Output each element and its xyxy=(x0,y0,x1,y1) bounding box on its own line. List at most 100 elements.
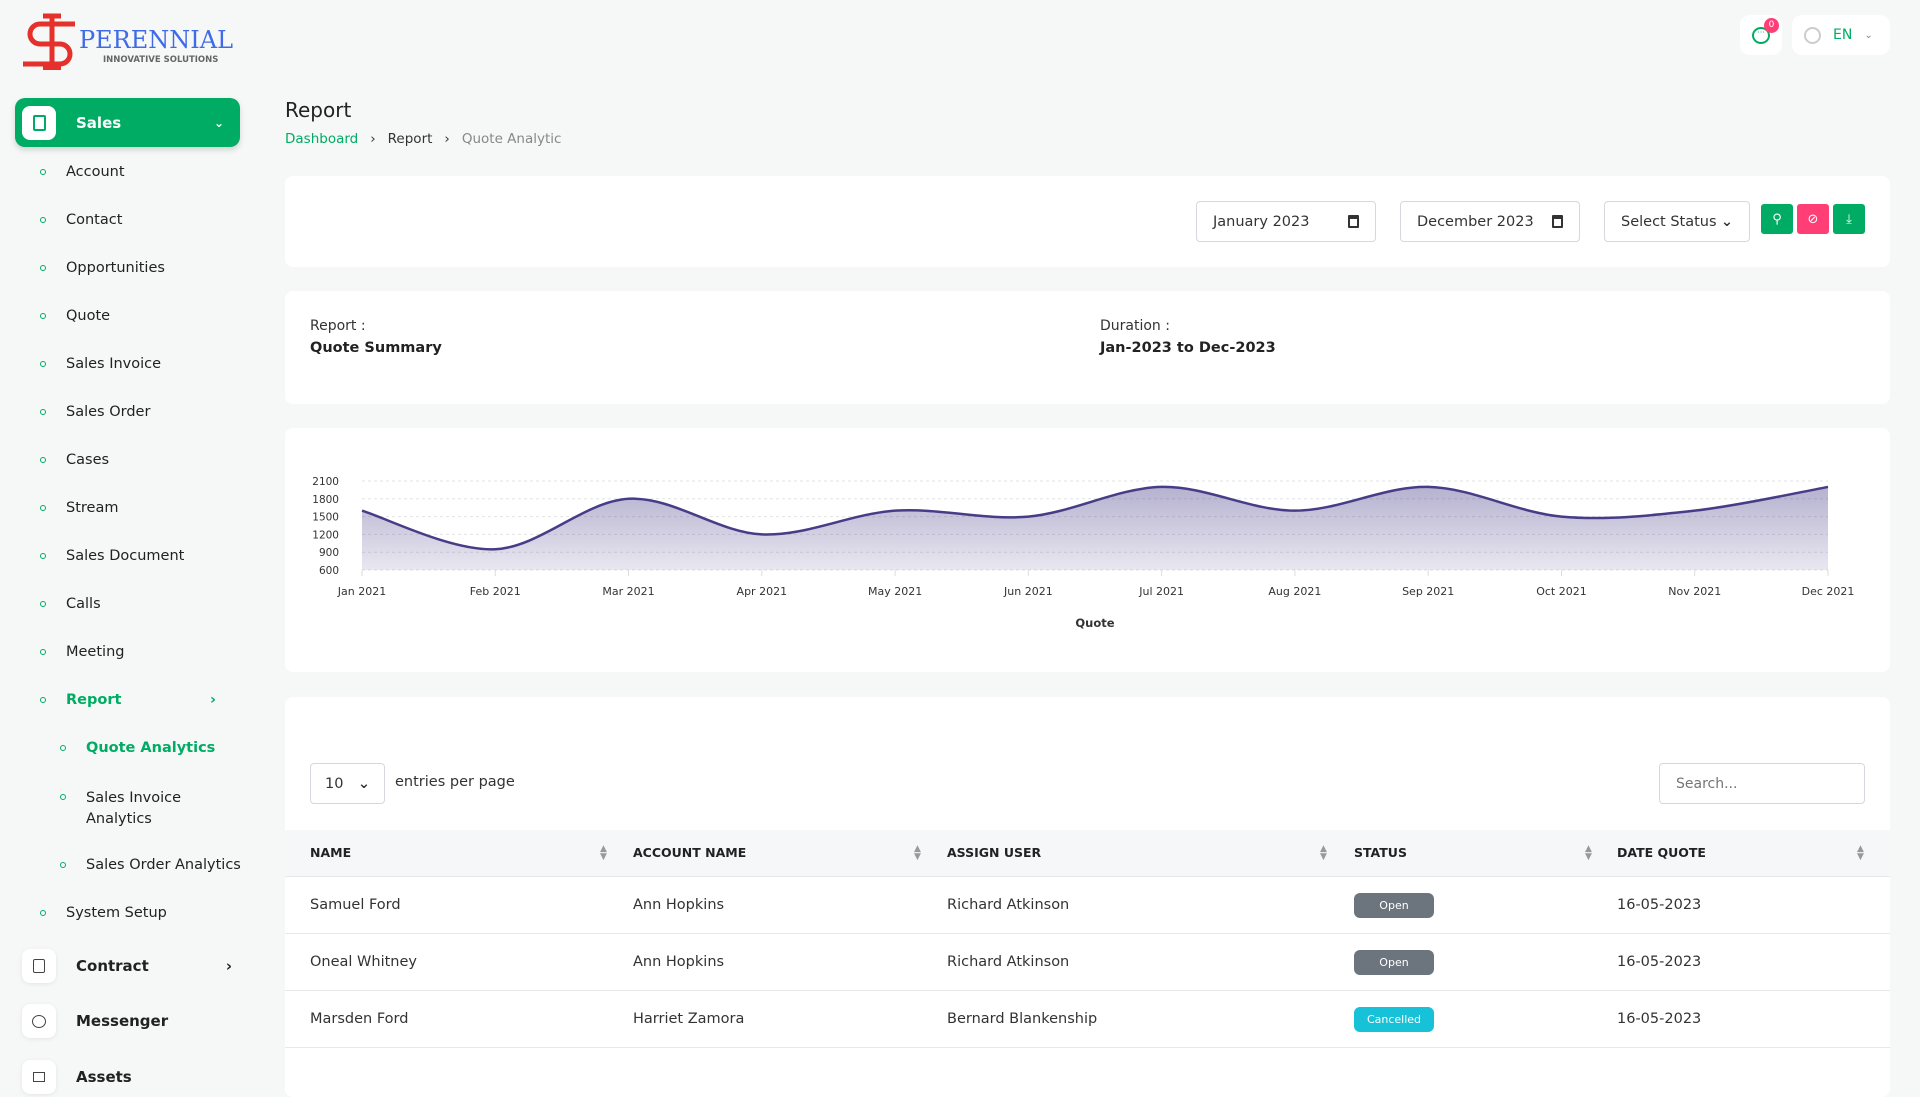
status-badge: Open xyxy=(1354,950,1434,975)
column-header[interactable]: STATUS xyxy=(1354,845,1407,860)
item-label: Cases xyxy=(66,452,110,468)
item-label: Report xyxy=(66,692,122,708)
sidebar-item-contact[interactable]: Contact xyxy=(40,212,122,228)
x-tick-label: Nov 2021 xyxy=(1668,585,1721,598)
item-label: Sales Order xyxy=(66,404,151,420)
sort-icon[interactable]: ▲ ▼ xyxy=(1585,844,1592,862)
item-label: Calls xyxy=(66,596,101,612)
bullet-icon xyxy=(40,457,46,463)
x-tick-label: Dec 2021 xyxy=(1802,585,1855,598)
globe-icon xyxy=(1804,26,1821,44)
x-tick-label: Jul 2021 xyxy=(1138,585,1184,598)
sidebar-group-contract[interactable]: Contract › xyxy=(20,946,240,986)
entries-label: entries per page xyxy=(395,774,515,790)
sidebar-group-sales[interactable]: Sales ⌄ xyxy=(15,98,240,147)
sort-icon[interactable]: ▲ ▼ xyxy=(600,844,607,862)
bullet-icon xyxy=(40,505,46,511)
column-header[interactable]: ACCOUNT NAME xyxy=(633,845,747,860)
chevron-right-icon: › xyxy=(444,131,450,147)
bullet-icon xyxy=(40,265,46,271)
bullet-icon xyxy=(40,361,46,367)
item-label: Sales Invoice xyxy=(66,356,162,372)
calendar-icon[interactable] xyxy=(1348,215,1359,228)
chevron-right-icon: › xyxy=(370,131,376,147)
table-row[interactable]: Oneal Whitney Ann Hopkins Richard Atkins… xyxy=(285,934,1890,991)
sidebar-group-assets[interactable]: Assets xyxy=(20,1057,240,1097)
sidebar-item-calls[interactable]: Calls xyxy=(40,596,101,612)
language-selector[interactable]: EN ⌄ xyxy=(1792,15,1890,55)
item-label: Account xyxy=(66,164,125,180)
sidebar-item-sales-invoice-analytics[interactable]: Sales Invoice Analytics xyxy=(60,788,196,830)
sidebar-item-cases[interactable]: Cases xyxy=(40,452,109,468)
sidebar-item-account[interactable]: Account xyxy=(40,164,125,180)
chevron-down-icon: ⌄ xyxy=(213,115,224,130)
column-header[interactable]: NAME xyxy=(310,845,352,860)
bullet-icon xyxy=(40,169,46,175)
bullet-icon xyxy=(40,553,46,559)
y-tick-label: 2100 xyxy=(312,476,339,488)
notification-badge: 0 xyxy=(1764,18,1779,33)
item-label: Contact xyxy=(66,212,123,228)
x-tick-label: Oct 2021 xyxy=(1536,585,1587,598)
sidebar-group-label: Sales xyxy=(76,113,122,132)
summary-card: Report : Quote Summary Duration : Jan-2023… xyxy=(285,291,1890,404)
contract-icon xyxy=(22,949,56,983)
sort-icon[interactable]: ▲ ▼ xyxy=(1857,844,1864,862)
breadcrumb-report[interactable]: Report xyxy=(387,131,433,147)
sidebar-item-report[interactable]: Report › xyxy=(40,692,216,708)
cell-account: Ann Hopkins xyxy=(633,897,725,913)
sidebar-item-sales-order-analytics[interactable]: Sales Order Analytics xyxy=(60,857,241,873)
cell-date: 16-05-2023 xyxy=(1617,1011,1702,1027)
x-tick-label: Jun 2021 xyxy=(1003,585,1053,598)
company-logo[interactable]: PERENNIAL INNOVATIVE SOLUTIONS xyxy=(15,12,235,71)
from-month-input[interactable]: January 2023 xyxy=(1196,201,1376,242)
sidebar-item-sales-order[interactable]: Sales Order xyxy=(40,404,150,420)
to-month-input[interactable]: December 2023 xyxy=(1400,201,1580,242)
sort-icon[interactable]: ▲ ▼ xyxy=(914,844,921,862)
chart-card: 600 900 1200 1500 1800 2100 Jan 2021 Feb 2021 Ma… xyxy=(285,428,1890,672)
sidebar-item-quote[interactable]: Quote xyxy=(40,308,110,324)
cell-user: Richard Atkinson xyxy=(947,897,1070,913)
messages-button[interactable]: ··· 0 xyxy=(1740,15,1782,55)
sort-icon[interactable]: ▲ ▼ xyxy=(1320,844,1327,862)
duration-label: Duration : xyxy=(1100,318,1170,334)
y-tick-label: 600 xyxy=(319,565,339,577)
sidebar-item-meeting[interactable]: Meeting xyxy=(40,644,124,660)
bullet-icon xyxy=(40,697,46,703)
item-label: Quote xyxy=(66,308,111,324)
sidebar-item-quote-analytics[interactable]: Quote Analytics xyxy=(60,740,215,756)
document-icon xyxy=(22,105,56,140)
clear-button[interactable]: ⊘ xyxy=(1797,204,1829,234)
download-button[interactable]: ⤓ xyxy=(1833,204,1865,234)
input-value: January 2023 xyxy=(1213,213,1310,230)
status-select[interactable]: Select Status ⌄ xyxy=(1604,201,1750,242)
bullet-icon xyxy=(60,794,66,800)
sidebar-item-sales-document[interactable]: Sales Document xyxy=(40,548,184,564)
group-label: Assets xyxy=(76,1068,132,1086)
calendar-icon[interactable] xyxy=(1552,215,1563,228)
language-label: EN xyxy=(1833,27,1853,43)
entries-per-page-select[interactable]: 10 ⌄ xyxy=(310,763,385,804)
breadcrumb-current: Quote Analytic xyxy=(461,131,562,147)
assets-icon xyxy=(22,1060,56,1094)
column-header[interactable]: DATE QUOTE xyxy=(1617,845,1706,860)
clear-filter-icon: ⊘ xyxy=(1807,211,1819,227)
sidebar-item-stream[interactable]: Stream xyxy=(40,500,118,516)
x-tick-label: Apr 2021 xyxy=(737,585,788,598)
sidebar-group-messenger[interactable]: Messenger xyxy=(20,1001,240,1041)
item-label: Quote Analytics xyxy=(86,740,216,756)
x-tick-label: May 2021 xyxy=(868,585,922,598)
breadcrumb-dashboard[interactable]: Dashboard xyxy=(285,131,359,147)
bullet-icon xyxy=(40,313,46,319)
column-header[interactable]: ASSIGN USER xyxy=(947,845,1042,860)
search-button[interactable]: ⚲ xyxy=(1761,204,1793,234)
sidebar-item-opportunities[interactable]: Opportunities xyxy=(40,260,165,276)
search-input[interactable] xyxy=(1659,763,1865,804)
item-label: Sales Invoice Analytics xyxy=(86,790,182,827)
table-row[interactable]: Samuel Ford Ann Hopkins Richard Atkinson… xyxy=(285,877,1890,934)
bullet-icon xyxy=(40,910,46,916)
sidebar-item-sales-invoice[interactable]: Sales Invoice xyxy=(40,356,161,372)
bullet-icon xyxy=(40,601,46,607)
table-row[interactable]: Marsden Ford Harriet Zamora Bernard Blan… xyxy=(285,991,1890,1048)
sidebar-item-system-setup[interactable]: System Setup xyxy=(40,905,167,921)
